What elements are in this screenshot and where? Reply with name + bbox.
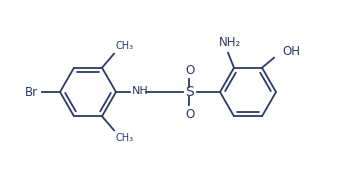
Text: NH: NH	[132, 86, 149, 96]
Text: O: O	[185, 63, 195, 77]
Text: CH₃: CH₃	[116, 41, 134, 51]
Text: OH: OH	[282, 45, 300, 58]
Text: CH₃: CH₃	[116, 133, 134, 143]
Text: O: O	[185, 108, 195, 120]
Text: Br: Br	[24, 86, 37, 98]
Text: S: S	[186, 85, 194, 99]
Text: NH₂: NH₂	[219, 36, 241, 49]
